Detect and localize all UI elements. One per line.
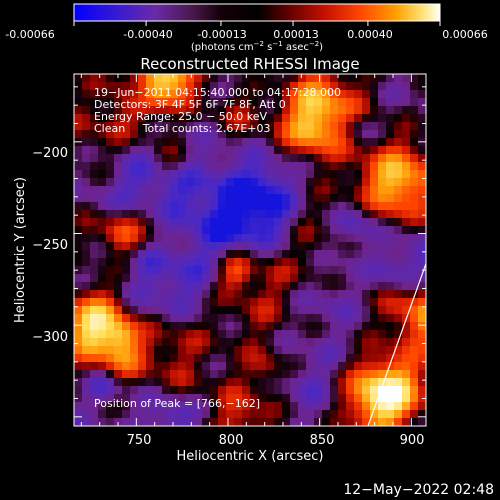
image-pixels	[74, 74, 426, 426]
x-tick-label: 900	[400, 433, 425, 448]
colorbar-tick-label: -0.00066	[5, 28, 54, 41]
y-tick-label: −300	[32, 330, 68, 345]
y-axis-label: Heliocentric Y (arcsec)	[13, 177, 28, 323]
colorbar-gradient	[73, 3, 441, 22]
limb-line	[367, 261, 426, 426]
colorbar-ticks	[73, 21, 441, 26]
colorbar-tick-label: 0.00040	[347, 28, 393, 41]
rhessi-image	[74, 74, 426, 426]
colorbar-tick-label: 0.00013	[273, 28, 319, 41]
x-tick-label: 800	[219, 433, 244, 448]
axis-ticks	[74, 74, 426, 426]
plot-frame	[73, 73, 427, 427]
colorbar-tick-label: 0.00066	[442, 28, 488, 41]
colorbar-units: (photons cm−2 s−1 asec−2)	[191, 40, 323, 53]
y-tick-label: −200	[32, 146, 68, 161]
plot-title: Reconstructed RHESSI Image	[140, 55, 359, 73]
colorbar: -0.00066 -0.00040 -0.00013 0.00013 0.000…	[5, 3, 488, 53]
x-axis-label: Heliocentric X (arcsec)	[177, 449, 324, 464]
annotation-energy: Energy Range: 25.0 − 50.0 keV	[94, 110, 268, 123]
x-tick-label: 850	[310, 433, 335, 448]
x-tick-label: 750	[127, 433, 152, 448]
y-tick-label: −250	[32, 238, 68, 253]
annotation-block: 19−Jun−2011 04:15:40.000 to 04:17:28.000…	[94, 86, 341, 410]
annotation-time-range: 19−Jun−2011 04:15:40.000 to 04:17:28.000	[94, 86, 341, 99]
colorbar-tick-label: -0.00040	[123, 28, 172, 41]
timestamp: 12−May−2022 02:48	[343, 482, 494, 498]
annotation-peak-position: Position of Peak = [766,−162]	[94, 397, 260, 410]
annotation-method-counts: Clean Total counts: 2.67E+03	[94, 122, 271, 135]
colorbar-tick-label: -0.00013	[197, 28, 246, 41]
annotation-detectors: Detectors: 3F 4F 5F 6F 7F 8F, Att 0	[94, 98, 286, 111]
